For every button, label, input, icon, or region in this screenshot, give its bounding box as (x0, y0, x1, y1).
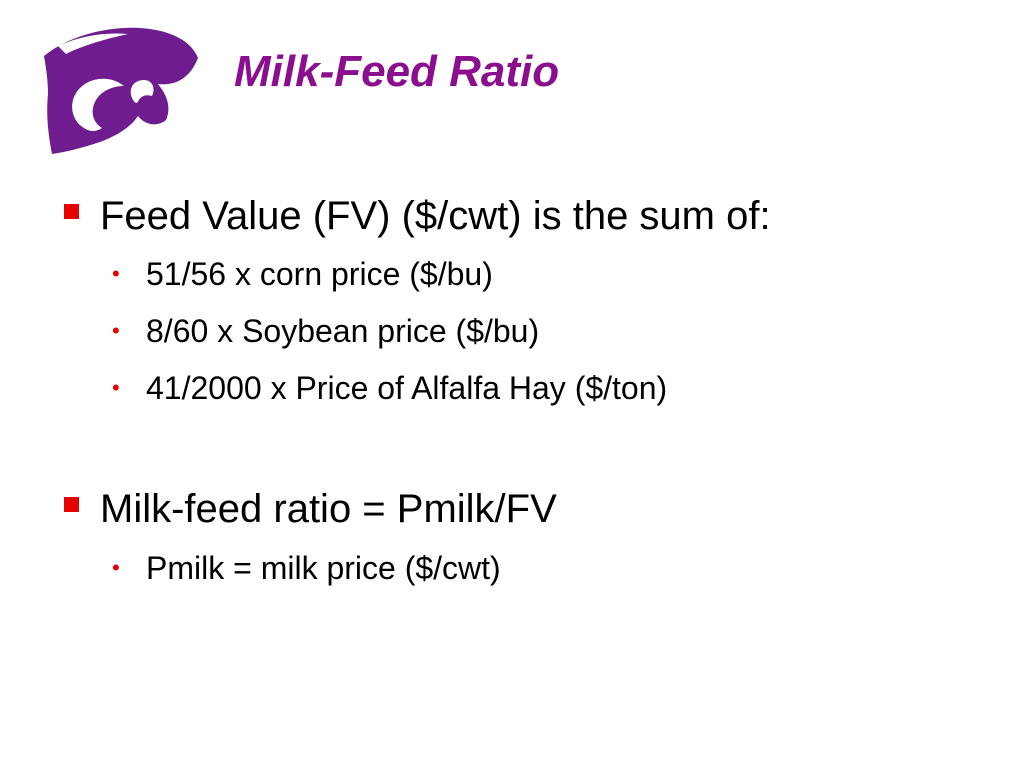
sub-bullet-text: 51/56 x corn price ($/bu) (146, 256, 493, 292)
sub-bullet-text: 8/60 x Soybean price ($/bu) (146, 313, 540, 349)
sub-bullet-alfalfa: • 41/2000 x Price of Alfalfa Hay ($/ton) (112, 370, 667, 406)
sub-bullet-corn: • 51/56 x corn price ($/bu) (112, 256, 493, 292)
square-bullet-icon (64, 204, 79, 219)
dot-bullet-icon: • (112, 261, 120, 286)
square-bullet-icon (64, 497, 79, 512)
bullet-milk-feed-ratio: Milk-feed ratio = Pmilk/FV (64, 487, 557, 531)
bullet-text: Milk-feed ratio = Pmilk/FV (100, 487, 557, 531)
bullet-feed-value: Feed Value (FV) ($/cwt) is the sum of: (64, 194, 771, 238)
dot-bullet-icon: • (112, 318, 120, 343)
sub-bullet-text: 41/2000 x Price of Alfalfa Hay ($/ton) (146, 370, 668, 406)
sub-bullet-text: Pmilk = milk price ($/cwt) (146, 550, 501, 586)
slide-title: Milk-Feed Ratio (234, 47, 560, 96)
bullet-text: Feed Value (FV) ($/cwt) is the sum of: (100, 194, 771, 238)
powercat-logo-icon (40, 24, 200, 156)
sub-bullet-soybean: • 8/60 x Soybean price ($/bu) (112, 313, 539, 349)
sub-bullet-pmilk: • Pmilk = milk price ($/cwt) (112, 550, 501, 586)
dot-bullet-icon: • (112, 375, 120, 400)
dot-bullet-icon: • (112, 555, 120, 580)
